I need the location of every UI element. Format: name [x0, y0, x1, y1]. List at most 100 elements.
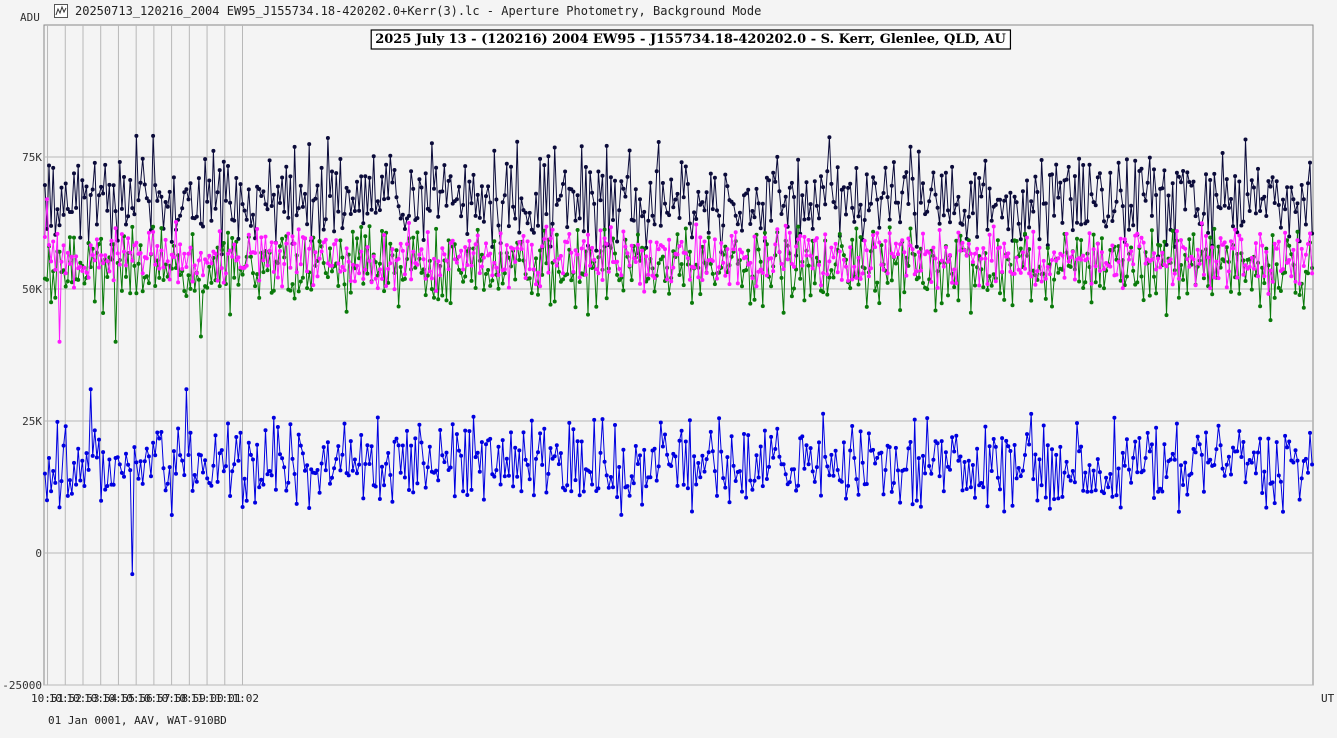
- data-point: [787, 185, 792, 190]
- data-point: [1077, 449, 1082, 454]
- data-point: [948, 253, 952, 257]
- data-point: [1226, 269, 1231, 274]
- data-point: [656, 247, 661, 252]
- data-point: [781, 310, 786, 315]
- data-point: [679, 262, 684, 267]
- data-point: [577, 216, 582, 221]
- data-point: [515, 474, 520, 479]
- data-point: [875, 280, 880, 285]
- data-point: [565, 225, 570, 230]
- data-point: [380, 464, 384, 469]
- data-point: [365, 211, 370, 216]
- data-point: [348, 290, 353, 295]
- data-point: [600, 278, 605, 282]
- data-point: [948, 467, 952, 472]
- data-point: [808, 446, 813, 451]
- data-point: [94, 237, 99, 242]
- data-point: [369, 280, 374, 285]
- data-point: [860, 271, 865, 276]
- data-point: [561, 277, 565, 282]
- data-point: [669, 464, 674, 468]
- data-point: [398, 265, 403, 269]
- data-point: [1029, 199, 1034, 204]
- data-point: [228, 312, 233, 317]
- data-point: [746, 433, 751, 438]
- data-point: [1251, 266, 1256, 271]
- data-point: [1068, 264, 1073, 269]
- data-point: [99, 184, 104, 189]
- data-point: [993, 444, 998, 449]
- data-point: [835, 165, 840, 170]
- data-point: [365, 443, 370, 448]
- data-point: [392, 439, 397, 444]
- data-point: [908, 243, 913, 248]
- data-point: [575, 439, 580, 444]
- data-point: [248, 254, 253, 259]
- data-point: [625, 174, 630, 179]
- data-point: [265, 268, 270, 273]
- data-point: [1118, 188, 1123, 193]
- data-point: [1085, 489, 1090, 494]
- data-point: [685, 182, 690, 186]
- data-point: [856, 255, 861, 260]
- data-point: [812, 479, 817, 484]
- data-point: [1060, 494, 1065, 499]
- data-point: [55, 231, 60, 236]
- chart-title-group: 2025 July 13 - (120216) 2004 EW95 - J155…: [370, 29, 1012, 50]
- data-point: [373, 484, 378, 489]
- data-point: [42, 471, 47, 476]
- data-point: [523, 210, 528, 215]
- data-point: [184, 387, 189, 392]
- data-point: [621, 288, 626, 293]
- data-point: [656, 140, 661, 144]
- data-point: [317, 239, 322, 244]
- data-point: [675, 232, 680, 237]
- data-point: [1112, 415, 1117, 420]
- data-point: [1066, 474, 1071, 479]
- data-point: [1187, 180, 1192, 184]
- data-point: [746, 248, 751, 253]
- data-point: [1000, 269, 1005, 274]
- data-point: [511, 204, 516, 209]
- data-point: [498, 231, 503, 236]
- data-point: [558, 253, 563, 258]
- data-point: [201, 273, 205, 278]
- data-point: [1054, 452, 1059, 457]
- data-point: [717, 213, 722, 218]
- data-point: [912, 252, 917, 257]
- data-point: [232, 275, 237, 280]
- data-point: [490, 244, 495, 249]
- data-point: [240, 272, 245, 277]
- data-point: [342, 268, 347, 273]
- data-point: [1075, 220, 1079, 225]
- data-point: [712, 282, 717, 287]
- data-point: [463, 274, 468, 279]
- data-point: [375, 415, 380, 420]
- data-point: [873, 288, 878, 293]
- data-point: [76, 163, 81, 168]
- data-point: [1058, 444, 1063, 449]
- data-point: [536, 223, 540, 228]
- data-point: [806, 216, 811, 221]
- data-point: [78, 264, 83, 269]
- data-point: [581, 239, 586, 244]
- data-point: [552, 145, 557, 150]
- light-curve-app-icon[interactable]: [54, 4, 68, 18]
- data-point: [1064, 177, 1069, 182]
- data-point: [1183, 246, 1188, 251]
- data-point: [660, 181, 665, 185]
- data-point: [950, 280, 955, 285]
- data-point: [893, 261, 898, 266]
- data-point: [82, 195, 87, 200]
- data-point: [754, 453, 759, 458]
- data-point: [1253, 211, 1258, 216]
- data-point: [1283, 207, 1288, 212]
- data-point: [1143, 198, 1148, 203]
- data-point: [153, 284, 158, 288]
- data-point: [575, 252, 580, 257]
- data-point: [538, 284, 543, 289]
- data-point: [323, 271, 328, 276]
- data-point: [1249, 287, 1254, 292]
- data-point: [1172, 271, 1177, 276]
- data-point: [646, 272, 651, 277]
